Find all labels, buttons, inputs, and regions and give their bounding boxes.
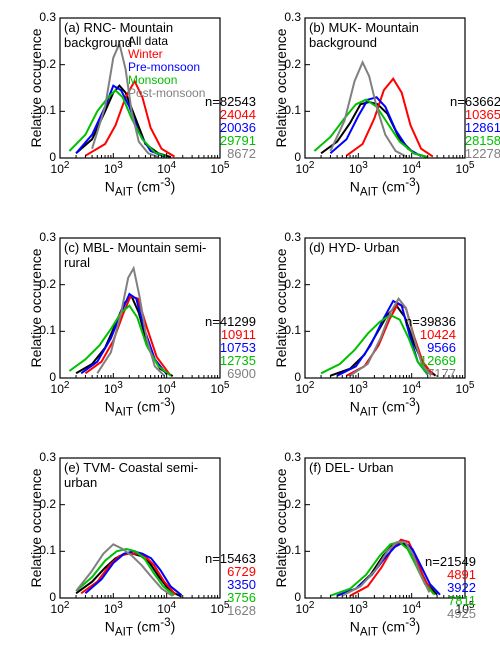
x-tick-label: 104 (152, 160, 182, 176)
n-label: 4925 (305, 606, 476, 621)
x-tick-label: 103 (98, 380, 128, 396)
x-tick-label: 104 (397, 380, 427, 396)
y-axis-label: Relative occurence (28, 18, 44, 158)
x-axis-label: NAIT (cm-3) (60, 396, 220, 418)
x-tick-label: 105 (205, 160, 235, 176)
n-label: 8672 (60, 146, 256, 161)
x-axis-label: NAIT (cm-3) (305, 176, 465, 198)
n-label: 12278 (305, 146, 500, 161)
n-label: 7177 (305, 366, 456, 381)
x-tick-label: 105 (205, 380, 235, 396)
y-axis-label: Relative occurence (273, 458, 289, 598)
panel-title: (d) HYD- Urban (309, 240, 399, 255)
panel-title: (e) TVM- Coastal semi-urban (64, 460, 230, 490)
panel-title: (b) MUK- Mountain background (309, 20, 475, 50)
y-axis-label: Relative occurence (28, 238, 44, 378)
figure: { "layout": { "rows": 3, "cols": 2, "pan… (0, 0, 500, 666)
x-tick-label: 105 (450, 380, 480, 396)
x-tick-label: 103 (98, 160, 128, 176)
x-tick-label: 105 (450, 160, 480, 176)
panel-title: (c) MBL- Mountain semi-rural (64, 240, 230, 270)
legend-item: All data (128, 34, 168, 48)
x-tick-label: 104 (397, 160, 427, 176)
legend-item: Pre-monsoon (128, 60, 200, 74)
panel-a: 10210310410500.10.20.3(a) RNC- Mountain … (10, 10, 230, 208)
panel-title: (f) DEL- Urban (309, 460, 394, 475)
n-label: 1628 (60, 603, 256, 618)
y-axis-label: Relative occurence (273, 238, 289, 378)
panel-c: 10210310410500.10.20.3(c) MBL- Mountain … (10, 230, 230, 428)
legend-item: Winter (128, 47, 163, 61)
panel-f: 10210310410500.10.20.3(f) DEL- UrbanRela… (255, 450, 475, 648)
x-axis-label: NAIT (cm-3) (60, 176, 220, 198)
legend-item: Monsoon (128, 73, 177, 87)
x-tick-label: 103 (343, 380, 373, 396)
x-axis-label: NAIT (cm-3) (305, 396, 465, 418)
panel-b: 10210310410500.10.20.3(b) MUK- Mountain … (255, 10, 475, 208)
x-tick-label: 103 (343, 160, 373, 176)
panel-d: 10210310410500.10.20.3(d) HYD- UrbanRela… (255, 230, 475, 428)
y-axis-label: Relative occurence (273, 18, 289, 158)
panel-e: 10210310410500.10.20.3(e) TVM- Coastal s… (10, 450, 230, 648)
x-axis-label: NAIT (cm-3) (60, 616, 220, 638)
x-tick-label: 104 (152, 380, 182, 396)
y-axis-label: Relative occurence (28, 458, 44, 598)
n-label: 6900 (60, 366, 256, 381)
